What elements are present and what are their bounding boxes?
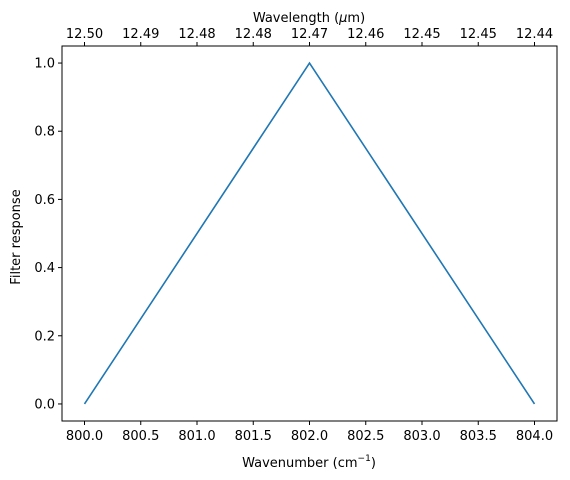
series-line	[83, 61, 536, 405]
y-tick-label: 1.0	[34, 57, 55, 72]
y-tick-label: 0.4	[34, 261, 55, 276]
top-axis-title: Wavelength (μm)	[253, 11, 365, 26]
x-tick-label: 800.0	[66, 429, 103, 444]
y-axis-title: Filter response	[9, 189, 24, 284]
chart-marks	[83, 61, 536, 405]
top-tick-label: 12.47	[291, 27, 328, 42]
top-tick-label: 12.46	[347, 27, 384, 42]
top-tick-label: 12.48	[178, 27, 215, 42]
top-tick-label: 12.50	[66, 27, 103, 42]
bottom-x-axis: 800.0 800.5 801.0 801.5 802.0 802.5 803.0 803.5…	[66, 421, 553, 444]
x-tick-label: 801.5	[235, 429, 272, 444]
y-tick-label: 0.2	[34, 329, 55, 344]
top-tick-label: 12.48	[235, 27, 272, 42]
top-x-axis: 12.50 12.49 12.48 12.48 12.47 12.46 12.45 12.45…	[66, 27, 553, 46]
x-tick-label: 802.5	[347, 429, 384, 444]
top-tick-label: 12.45	[460, 27, 497, 42]
y-tick-label: 0.8	[34, 125, 55, 140]
y-axis: 0.0 0.2 0.4 0.6 0.8 1.0	[34, 57, 62, 412]
top-tick-label: 12.49	[122, 27, 159, 42]
x-tick-label: 800.5	[122, 429, 159, 444]
x-tick-label: 803.5	[460, 429, 497, 444]
x-tick-label: 803.0	[403, 429, 440, 444]
top-tick-label: 12.45	[403, 27, 440, 42]
x-axis-title: Wavenumber (cm−1)	[242, 454, 376, 471]
y-tick-label: 0.0	[34, 397, 55, 412]
x-tick-label: 802.0	[291, 429, 328, 444]
x-tick-label: 804.0	[516, 429, 553, 444]
y-tick-label: 0.6	[34, 193, 55, 208]
top-tick-label: 12.44	[516, 27, 553, 42]
x-tick-label: 801.0	[178, 429, 215, 444]
plot-frame	[61, 45, 558, 422]
